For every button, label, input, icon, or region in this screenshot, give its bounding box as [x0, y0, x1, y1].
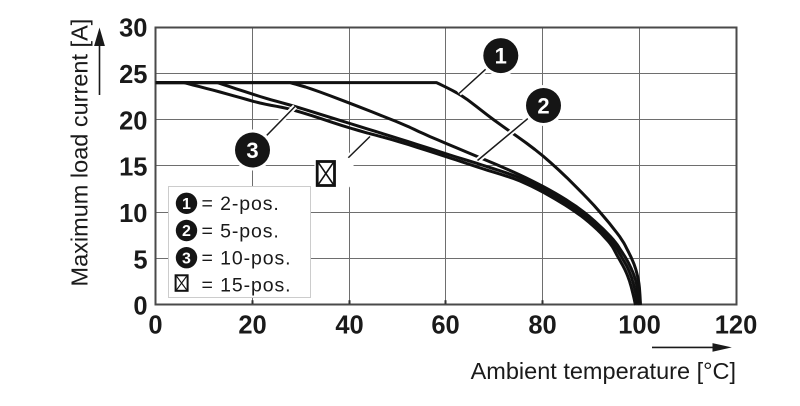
svg-text:0: 0 [148, 312, 162, 340]
svg-text:40: 40 [335, 312, 363, 340]
svg-text:= 15-pos.: = 15-pos. [202, 275, 292, 297]
svg-text:120: 120 [715, 312, 758, 340]
svg-text:5: 5 [133, 246, 147, 274]
svg-text:Maximum load current [A]: Maximum load current [A] [67, 19, 93, 287]
svg-text:30: 30 [119, 15, 147, 43]
svg-text:1: 1 [495, 44, 507, 69]
svg-text:3: 3 [182, 250, 191, 267]
svg-text:20: 20 [119, 107, 147, 135]
svg-text:1: 1 [182, 196, 191, 213]
svg-text:80: 80 [528, 312, 556, 340]
svg-text:10: 10 [119, 200, 147, 228]
svg-text:60: 60 [431, 312, 459, 340]
svg-text:100: 100 [618, 312, 661, 340]
svg-text:20: 20 [238, 312, 266, 340]
svg-text:0: 0 [133, 293, 147, 321]
svg-text:= 10-pos.: = 10-pos. [202, 248, 292, 270]
svg-text:= 2-pos.: = 2-pos. [202, 193, 280, 215]
svg-text:= 5-pos.: = 5-pos. [202, 220, 280, 242]
svg-text:25: 25 [119, 61, 147, 89]
svg-text:Ambient temperature [°C]: Ambient temperature [°C] [471, 358, 736, 384]
svg-text:2: 2 [537, 94, 549, 119]
svg-text:3: 3 [246, 138, 258, 163]
svg-text:15: 15 [119, 154, 147, 182]
svg-text:2: 2 [182, 223, 191, 240]
